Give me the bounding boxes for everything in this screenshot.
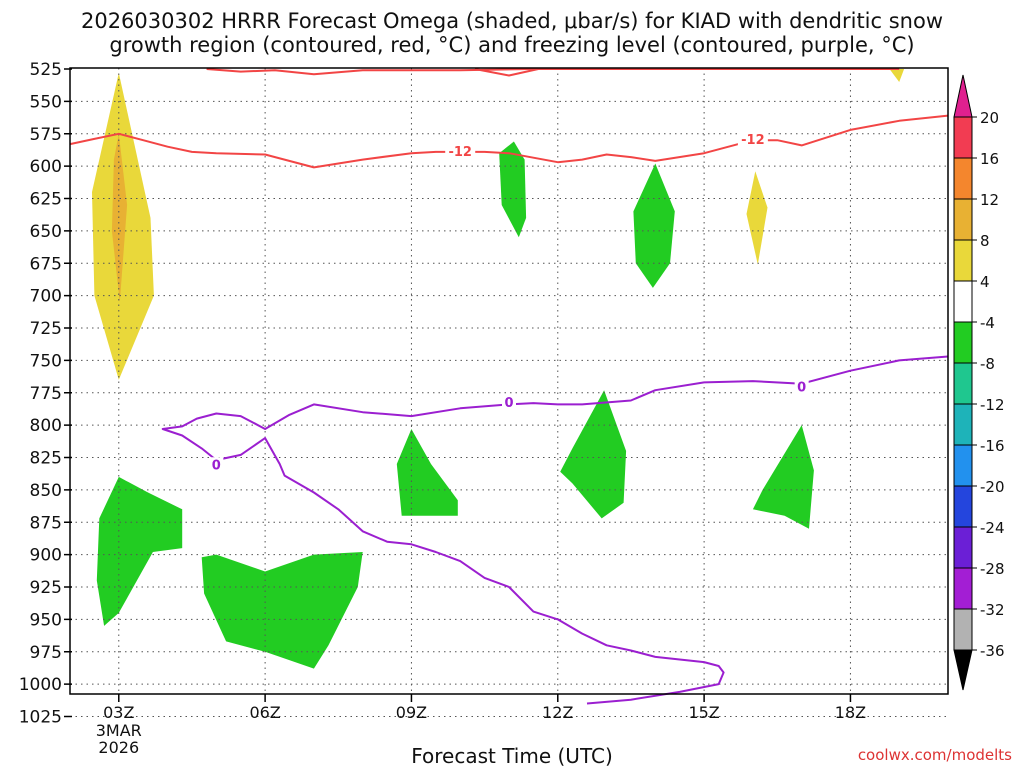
y-tick-label: 1000 (19, 675, 62, 695)
chart-title-line2: growth region (contoured, red, °C) and f… (109, 33, 915, 57)
omega-neg-4-6z (201, 552, 363, 669)
colorbar-segment (953, 444, 973, 487)
contour-label: -12 (448, 145, 472, 160)
omega-neg-4-3z (96, 476, 183, 626)
y-tick-label: 775 (30, 384, 62, 404)
x-tick-label: 18Z (835, 703, 866, 722)
omega-shading-layer (92, 69, 905, 669)
colorbar-segment (953, 608, 973, 651)
colorbar-label: 20 (980, 109, 999, 127)
x-axis-title: Forecast Time (UTC) (411, 744, 613, 768)
colorbar-label: -12 (980, 396, 1005, 414)
contour-label: 0 (504, 396, 513, 411)
x-tick-label: 06Z (249, 703, 280, 722)
contour-layer: -12 -12 0 0 0 (69, 68, 949, 705)
colorbar-label: -4 (980, 314, 995, 332)
chart-title-line1: 2026030302 HRRR Forecast Omega (shaded, … (80, 9, 944, 33)
y-tick-label: 825 (30, 449, 62, 469)
y-tick-label: 975 (30, 643, 62, 663)
omega-neg-4-9z (396, 429, 458, 516)
contour-label-bg (737, 132, 768, 147)
contour-label: 0 (212, 458, 221, 473)
colorbar-label: -16 (980, 437, 1005, 455)
omega-neg-4-17z (752, 425, 814, 529)
dendritic-growth-lower (69, 114, 949, 169)
colorbar-segment (953, 362, 973, 405)
colorbar-label: 8 (980, 232, 990, 250)
y-tick-label: 700 (30, 287, 62, 307)
colorbar-label: -32 (980, 601, 1005, 619)
y-axis: 525 550 575 600 625 650 675 700 725 750 775 800 825 8… (19, 60, 72, 728)
credit-link[interactable]: coolwx.com/modelts (857, 746, 1012, 764)
y-tick-label: 575 (30, 125, 62, 145)
colorbar-label: 16 (980, 150, 999, 168)
y-tick-label: 950 (30, 610, 62, 630)
omega-neg-4-14z (633, 163, 675, 288)
y-tick-label: 600 (30, 157, 62, 177)
y-tick-label: 725 (30, 319, 62, 339)
y-tick-label: 675 (30, 254, 62, 274)
contour-label-bg (445, 143, 476, 158)
x-tick-label: 03Z (103, 703, 134, 722)
y-tick-label: 550 (30, 92, 62, 112)
contour-label-bg (794, 379, 809, 394)
colorbar-label: 12 (980, 191, 999, 209)
colorbar-label: -28 (980, 560, 1005, 578)
colorbar-label: 4 (980, 273, 990, 291)
contour-label-bg (209, 457, 224, 472)
colorbar-label: -36 (980, 642, 1005, 660)
colorbar-bottom-arrow (953, 649, 973, 691)
omega-pos-4-16z (746, 171, 768, 265)
colorbar-segment (953, 403, 973, 446)
y-tick-label: 900 (30, 546, 62, 566)
y-tick-label: 1025 (19, 708, 62, 728)
omega-colorbar: 20 16 12 8 4 -4 -8 -12 -16 -20 -24 -28 -32 -36 (953, 74, 1005, 691)
plot-frame (69, 67, 949, 695)
x-tick-label: 09Z (396, 703, 427, 722)
dendritic-growth-upper-dip (474, 68, 539, 77)
x-date-label: 3MAR (96, 721, 142, 740)
y-tick-label: 800 (30, 416, 62, 436)
colorbar-segment (953, 567, 973, 610)
omega-pos-8-3z (111, 133, 128, 303)
y-tick-label: 525 (30, 60, 62, 80)
omega-pos-4-19z (889, 69, 905, 82)
y-tick-label: 925 (30, 578, 62, 598)
colorbar-segment (953, 157, 973, 200)
colorbar-segment (953, 239, 973, 282)
dendritic-growth-upper (206, 68, 900, 76)
contour-label: -12 (741, 133, 765, 148)
y-tick-label: 625 (30, 190, 62, 210)
omega-neg-4-11z (499, 141, 527, 238)
colorbar-segment (953, 116, 973, 159)
colorbar-segment (953, 526, 973, 569)
contour-label-bg (502, 395, 516, 410)
colorbar-label: -24 (980, 519, 1005, 537)
y-tick-label: 850 (30, 481, 62, 501)
colorbar-label: -8 (980, 355, 995, 373)
x-date-label: 2026 (98, 738, 139, 757)
contour-label: 0 (797, 381, 806, 396)
y-tick-label: 750 (30, 351, 62, 371)
y-tick-label: 650 (30, 222, 62, 242)
y-tick-label: 875 (30, 513, 62, 533)
colorbar-segment (953, 280, 973, 323)
colorbar-segment (953, 198, 973, 241)
x-tick-label: 12Z (542, 703, 573, 722)
colorbar-label: -20 (980, 478, 1005, 496)
colorbar-segment (953, 485, 973, 528)
colorbar-top-arrow (953, 74, 973, 118)
colorbar-segment (953, 321, 973, 364)
x-tick-label: 15Z (688, 703, 719, 722)
omega-neg-4-13z (560, 390, 627, 519)
